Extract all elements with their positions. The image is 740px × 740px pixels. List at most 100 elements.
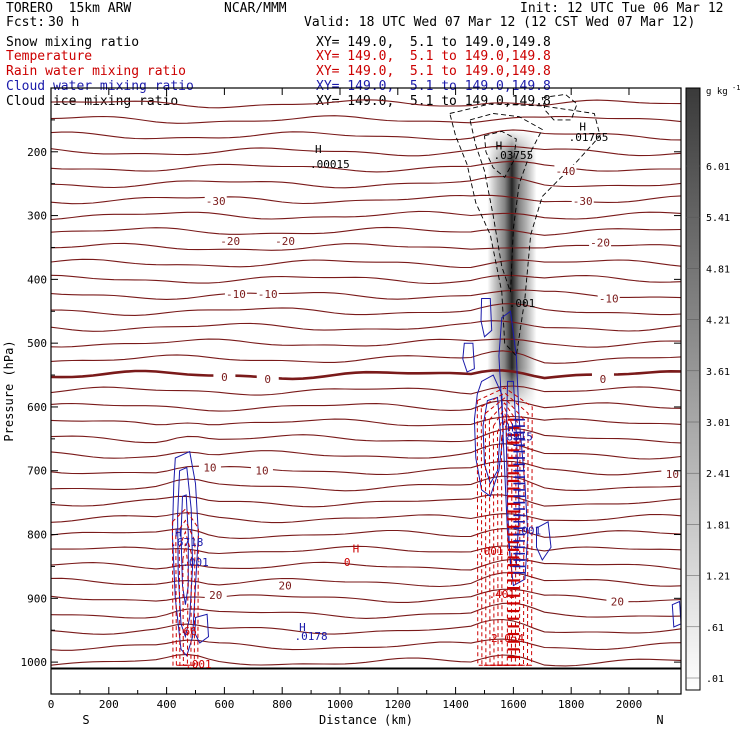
field-name-temperature: Temperature bbox=[6, 49, 93, 64]
isotherm-label: -20 bbox=[275, 235, 295, 248]
label-bg bbox=[204, 194, 227, 206]
colorbar-label: 2.41 bbox=[706, 469, 730, 480]
rain-water-contour bbox=[500, 418, 509, 666]
isotherm-line bbox=[51, 618, 681, 635]
isotherm-line bbox=[51, 274, 681, 285]
isotherm-line bbox=[51, 572, 681, 588]
isotherm-line bbox=[51, 443, 681, 460]
isotherm-line bbox=[51, 528, 681, 539]
field-xy-rain: XY= 149.0, 5.1 to 149.0,149.8 bbox=[316, 64, 551, 79]
x-tick-label: 1800 bbox=[558, 698, 585, 711]
colorbar-label: .01 bbox=[706, 674, 724, 685]
isotherm-line bbox=[51, 320, 681, 332]
x-tick-label: 400 bbox=[157, 698, 177, 711]
isotherm-label: 10 bbox=[255, 465, 268, 478]
isotherm-label: -10 bbox=[599, 293, 619, 306]
extremum-label: H bbox=[579, 120, 586, 133]
colorbar bbox=[685, 87, 701, 691]
y-tick-label: 400 bbox=[27, 273, 47, 286]
isotherm-line bbox=[51, 638, 681, 651]
extremum-label: H bbox=[315, 143, 322, 156]
colorbar-label: .61 bbox=[706, 623, 724, 634]
y-tick-label: 600 bbox=[27, 401, 47, 414]
y-tick-label: 200 bbox=[27, 146, 47, 159]
label-bg bbox=[204, 589, 227, 601]
label-bg bbox=[256, 288, 279, 300]
colorbar-label: 6.01 bbox=[706, 162, 730, 173]
extremum-label: H bbox=[299, 621, 306, 634]
field-name-rain: Rain water mixing ratio bbox=[6, 64, 187, 79]
cloud-water-contour bbox=[171, 450, 199, 657]
extremum-label: .001 bbox=[185, 658, 212, 671]
rain-water-contour bbox=[175, 519, 196, 666]
x-tick-label: 800 bbox=[272, 698, 292, 711]
label-bg bbox=[591, 372, 614, 384]
isotherm-label: 0 bbox=[600, 373, 607, 386]
colorbar-unit: g kg bbox=[706, 87, 728, 97]
isotherm-line bbox=[51, 115, 681, 124]
cloud-water-contour bbox=[462, 342, 475, 373]
extremum-label: .6718 bbox=[170, 536, 203, 549]
isotherm-line bbox=[51, 494, 681, 508]
isotherm-line bbox=[51, 350, 681, 364]
y-tick-label: 500 bbox=[27, 337, 47, 350]
extremum-label: .00015 bbox=[310, 158, 350, 171]
isotherm-line bbox=[51, 145, 681, 157]
label-bg bbox=[224, 288, 247, 300]
label-bg bbox=[213, 370, 236, 382]
field-xy-snow: XY= 149.0, 5.1 to 149.0,149.8 bbox=[316, 35, 551, 50]
y-tick-label: 1000 bbox=[21, 656, 48, 669]
cloud-water-contour bbox=[536, 521, 552, 562]
isotherm-line bbox=[51, 99, 681, 109]
cloud-water-contour bbox=[473, 374, 504, 498]
x-tick-label: 1600 bbox=[500, 698, 527, 711]
label-bg bbox=[597, 292, 620, 304]
x-tick-label: 600 bbox=[214, 698, 234, 711]
label-bg bbox=[250, 464, 273, 476]
isotherm-label: 10 bbox=[666, 468, 679, 481]
north-label: N bbox=[656, 713, 663, 727]
colorbar-label: 5.41 bbox=[706, 213, 730, 224]
isotherm-line bbox=[51, 653, 681, 667]
y-tick-label: 900 bbox=[27, 592, 47, 605]
isotherm-line bbox=[51, 210, 681, 221]
south-label: S bbox=[82, 713, 89, 727]
isotherm-line bbox=[51, 175, 681, 189]
cloud-water-contour bbox=[194, 613, 210, 644]
extremum-label: .66 bbox=[177, 625, 197, 638]
x-tick-label: 0 bbox=[48, 698, 55, 711]
isotherm-line bbox=[51, 545, 681, 555]
extremum-label: .001 bbox=[182, 556, 209, 569]
y-tick-label: 300 bbox=[27, 210, 47, 223]
isotherm-label: 10 bbox=[203, 462, 216, 475]
y-tick-label: 800 bbox=[27, 529, 47, 542]
isotherm-label: 0 bbox=[221, 371, 228, 384]
valid-time: Valid: 18 UTC Wed 07 Mar 12 (12 CST Wed … bbox=[304, 15, 696, 30]
label-bg bbox=[571, 194, 594, 206]
x-tick-label: 1000 bbox=[327, 698, 354, 711]
colorbar-label: 1.21 bbox=[706, 572, 730, 583]
isotherm-line bbox=[51, 289, 681, 300]
extremum-label: .0178 bbox=[295, 630, 328, 643]
extremum-label: .01765 bbox=[569, 131, 609, 144]
label-bg bbox=[589, 236, 612, 248]
y-axis-label: Pressure (hPa) bbox=[2, 340, 16, 441]
field-name-cloud-water: Cloud water mixing ratio bbox=[6, 79, 194, 94]
extremum-label: H bbox=[507, 421, 514, 434]
extremum-label: .001 bbox=[477, 545, 504, 558]
isotherm-label: -20 bbox=[590, 236, 610, 249]
colorbar-unit-exponent: -1 bbox=[732, 84, 740, 92]
isotherm-label: -30 bbox=[573, 195, 593, 208]
isotherm-line bbox=[51, 129, 681, 141]
y-tick-label: 700 bbox=[27, 465, 47, 478]
rain-water-contour bbox=[484, 397, 525, 666]
isotherm-line bbox=[51, 602, 681, 619]
extremum-label: H bbox=[496, 139, 503, 152]
cloud-water-contour bbox=[180, 494, 189, 605]
cloud-water-contour bbox=[671, 600, 681, 628]
isotherm-label: -40 bbox=[555, 165, 575, 178]
isotherm-label: -30 bbox=[206, 195, 226, 208]
isotherm-label: 20 bbox=[209, 589, 222, 602]
extremum-label: .001 bbox=[509, 297, 536, 310]
